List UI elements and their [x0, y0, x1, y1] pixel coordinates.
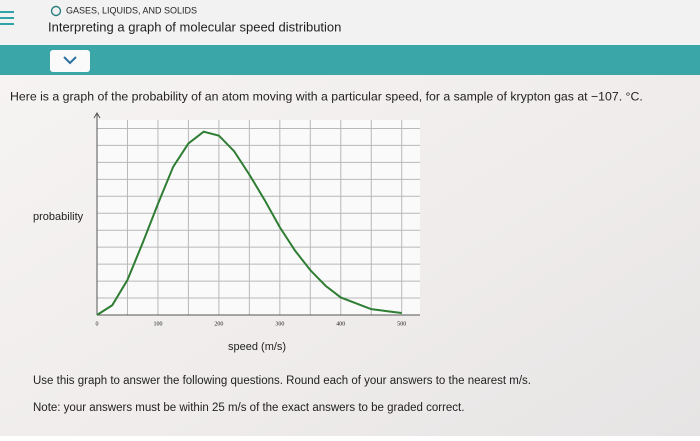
y-axis-label: probability	[33, 211, 84, 223]
distribution-curve	[96, 130, 402, 316]
collapse-tab[interactable]	[50, 50, 90, 72]
status-circle	[50, 5, 62, 17]
topic: GASES, LIQUIDS, AND SOLIDS	[66, 5, 197, 15]
x-tick-label: 100	[153, 321, 162, 327]
x-tick-label: 0	[96, 321, 99, 327]
teal-band	[0, 45, 700, 75]
page-title: Interpreting a graph of molecular speed …	[48, 19, 341, 34]
header-bar	[0, 0, 700, 45]
axis-arrow	[93, 112, 101, 119]
menu-icon[interactable]	[0, 11, 14, 25]
plot-area	[97, 120, 420, 315]
intro-text: Here is a graph of the probability of an…	[10, 89, 643, 103]
x-tick-label: 300	[275, 321, 284, 327]
note: Note: your answers must be within 25 m/s…	[33, 402, 464, 414]
chevron	[63, 56, 77, 65]
chart: 0 100 200 300 400 500 probability speed (m/s)	[33, 112, 420, 353]
x-tick-label: 500	[397, 321, 406, 327]
x-tick-label: 200	[214, 321, 223, 327]
x-tick-label: 400	[336, 321, 345, 327]
instruction: Use this graph to answer the following q…	[33, 375, 531, 387]
x-axis-label: speed (m/s)	[228, 341, 286, 353]
